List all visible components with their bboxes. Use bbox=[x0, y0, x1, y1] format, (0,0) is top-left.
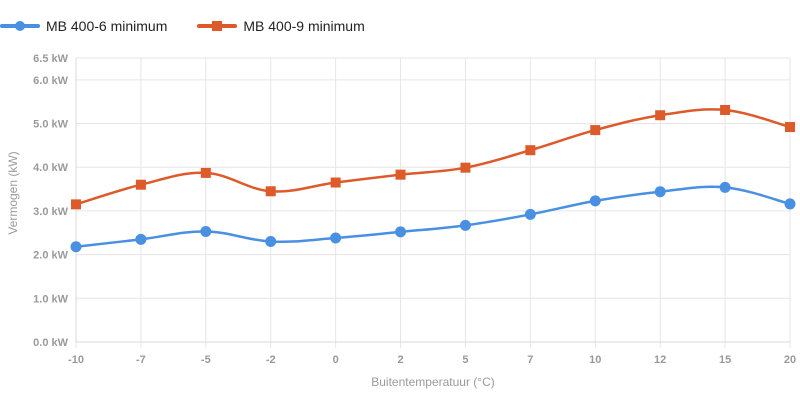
data-point[interactable] bbox=[200, 225, 212, 237]
data-point[interactable] bbox=[590, 125, 601, 136]
data-point[interactable] bbox=[135, 233, 147, 245]
legend-label-mb-400-9: MB 400-9 minimum bbox=[243, 18, 365, 34]
x-tick-label: -5 bbox=[201, 354, 211, 366]
data-point[interactable] bbox=[785, 122, 795, 133]
data-point[interactable] bbox=[524, 208, 536, 220]
x-tick-label: 10 bbox=[589, 354, 601, 366]
x-tick-label: 7 bbox=[527, 354, 533, 366]
data-point[interactable] bbox=[719, 181, 731, 193]
data-point[interactable] bbox=[784, 198, 796, 210]
series-line-1 bbox=[75, 108, 791, 206]
y-tick-label: 5.0 kW bbox=[33, 119, 68, 131]
legend-swatch-mb-400-9 bbox=[197, 21, 238, 31]
y-tick-label: 0.0 kW bbox=[33, 337, 68, 349]
data-point[interactable] bbox=[135, 179, 146, 190]
x-tick-label: -2 bbox=[266, 354, 276, 366]
y-tick-label: 6.5 kW bbox=[33, 53, 68, 65]
data-point[interactable] bbox=[70, 241, 82, 253]
data-point[interactable] bbox=[330, 177, 341, 188]
y-tick-label: 4.0 kW bbox=[33, 162, 68, 174]
x-tick-label: 20 bbox=[784, 354, 796, 366]
data-point[interactable] bbox=[655, 110, 666, 121]
data-point[interactable] bbox=[395, 169, 406, 180]
data-point[interactable] bbox=[200, 167, 211, 178]
x-tick-label: -7 bbox=[136, 354, 146, 366]
y-tick-label: 3.0 kW bbox=[33, 206, 68, 218]
legend-swatch-mb-400-6 bbox=[0, 21, 40, 31]
data-point[interactable] bbox=[265, 186, 276, 197]
data-point[interactable] bbox=[589, 195, 601, 207]
data-point[interactable] bbox=[265, 236, 277, 248]
series-line-0 bbox=[75, 185, 791, 248]
legend: MB 400-6 minimum MB 400-9 minimum bbox=[0, 14, 395, 38]
data-point[interactable] bbox=[330, 232, 342, 244]
x-tick-label: 12 bbox=[654, 354, 666, 366]
x-tick-label: 15 bbox=[719, 354, 731, 366]
data-point[interactable] bbox=[654, 186, 666, 198]
y-axis-title: Vermogen (kW) bbox=[6, 151, 20, 234]
y-tick-label: 1.0 kW bbox=[33, 293, 68, 305]
x-tick-label: 5 bbox=[462, 354, 468, 366]
data-point[interactable] bbox=[395, 226, 407, 238]
data-point[interactable] bbox=[525, 145, 536, 156]
legend-item-mb-400-6[interactable]: MB 400-6 minimum bbox=[0, 18, 167, 34]
data-point[interactable] bbox=[720, 104, 731, 115]
data-point[interactable] bbox=[459, 219, 471, 231]
data-point[interactable] bbox=[460, 162, 471, 173]
y-tick-label: 2.0 kW bbox=[33, 250, 68, 262]
legend-item-mb-400-9[interactable]: MB 400-9 minimum bbox=[197, 18, 365, 34]
x-tick-label: -10 bbox=[68, 354, 84, 366]
x-tick-label: 0 bbox=[333, 354, 339, 366]
legend-label-mb-400-6: MB 400-6 minimum bbox=[46, 18, 168, 34]
data-point[interactable] bbox=[71, 199, 81, 210]
x-tick-label: 2 bbox=[397, 354, 403, 366]
y-tick-label: 6.0 kW bbox=[33, 75, 68, 87]
x-axis-title: Buitentemperatuur (°C) bbox=[371, 375, 495, 389]
